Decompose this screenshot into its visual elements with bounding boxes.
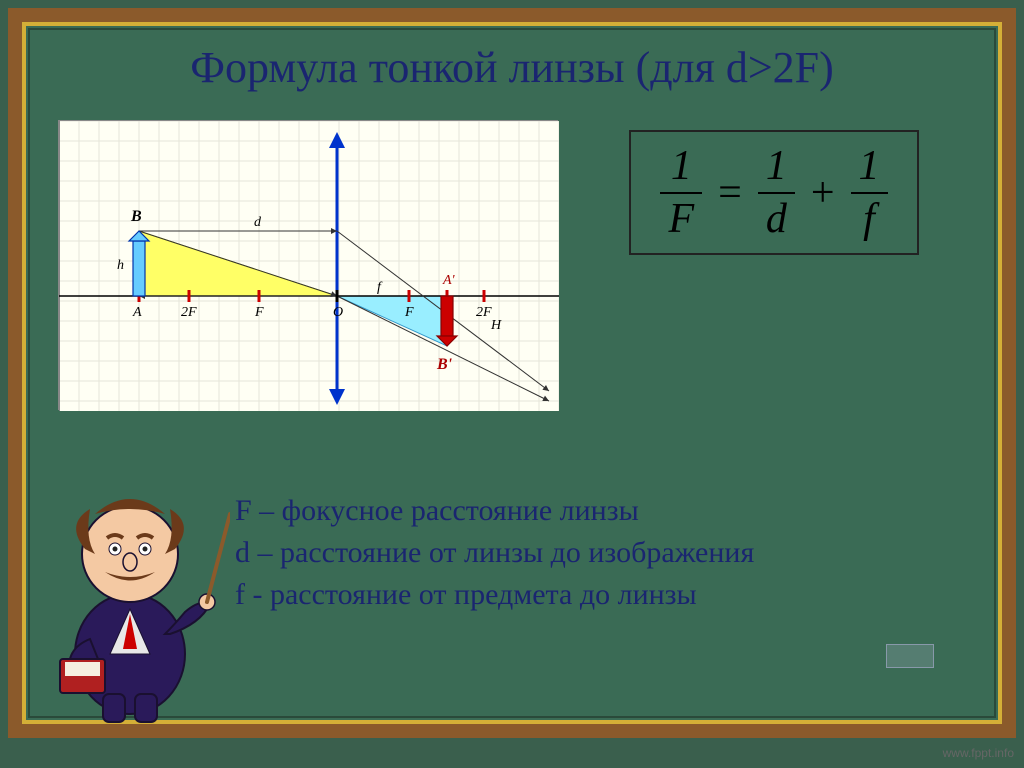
- formula-t1-num: 1: [758, 143, 795, 189]
- svg-text:H: H: [490, 318, 502, 333]
- def-object-dist: f - расстояние от предмета до линзы: [235, 574, 754, 616]
- def-image-dist: d – расстояние от линзы до изображения: [235, 532, 754, 574]
- equals-sign: =: [714, 169, 746, 217]
- scientist-cartoon: [35, 454, 230, 724]
- lens-formula: 1 F = 1 d + 1 f: [629, 130, 919, 255]
- slide-title: Формула тонкой линзы (для d>2F): [0, 42, 1024, 93]
- svg-text:F: F: [254, 305, 264, 320]
- svg-text:A: A: [132, 305, 142, 320]
- svg-text:2F: 2F: [476, 305, 492, 320]
- formula-t2-num: 1: [851, 143, 888, 189]
- definitions-block: F – фокусное расстояние линзы d – рассто…: [235, 490, 754, 616]
- svg-text:h: h: [117, 258, 124, 273]
- svg-text:2F: 2F: [181, 305, 197, 320]
- def-focal: F – фокусное расстояние линзы: [235, 490, 754, 532]
- formula-t2-den: f: [855, 196, 883, 242]
- formula-lhs-den: F: [660, 196, 702, 242]
- plus-sign: +: [807, 169, 839, 217]
- formula-t1-den: d: [758, 196, 795, 242]
- lens-diagram: A2FFOFA'2FBhdfHB': [58, 120, 558, 410]
- svg-text:B': B': [436, 356, 453, 373]
- svg-text:A': A': [442, 273, 456, 288]
- decorative-box: [886, 644, 934, 668]
- footer-link: www.fppt.info: [943, 746, 1014, 760]
- svg-text:O: O: [333, 305, 343, 320]
- svg-text:B: B: [130, 208, 142, 225]
- svg-text:d: d: [254, 215, 262, 230]
- formula-lhs-num: 1: [663, 143, 700, 189]
- svg-text:F: F: [404, 305, 414, 320]
